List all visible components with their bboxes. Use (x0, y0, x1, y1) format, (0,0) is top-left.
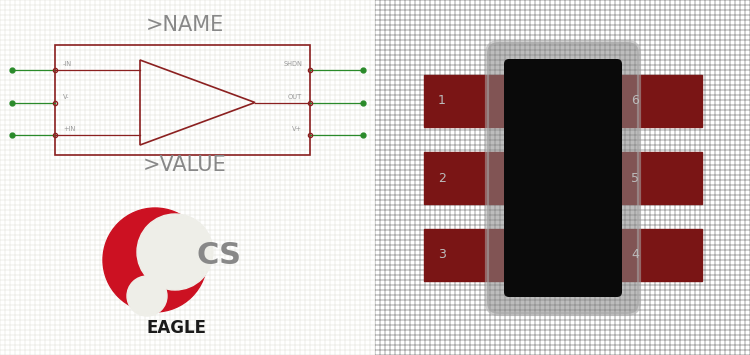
Text: 5: 5 (631, 171, 639, 185)
Text: SHDN: SHDN (284, 61, 302, 67)
Text: 4: 4 (631, 248, 639, 262)
Circle shape (127, 276, 167, 316)
Text: 3: 3 (438, 248, 446, 262)
Bar (617, 229, 702, 281)
Text: >NAME: >NAME (146, 15, 224, 35)
Bar (424, 152, 509, 204)
Bar (424, 75, 509, 127)
Circle shape (103, 208, 207, 312)
Text: OUT: OUT (288, 94, 302, 100)
Text: 2: 2 (438, 171, 446, 185)
Text: V+: V+ (292, 126, 302, 132)
Text: CS: CS (197, 240, 242, 269)
Circle shape (137, 214, 213, 290)
Bar (617, 152, 702, 204)
Text: >VALUE: >VALUE (143, 155, 226, 175)
Bar (617, 75, 702, 127)
FancyBboxPatch shape (487, 42, 639, 314)
Bar (424, 229, 509, 281)
Text: EAGLE: EAGLE (147, 319, 207, 337)
Text: V-: V- (63, 94, 70, 100)
FancyBboxPatch shape (504, 59, 622, 297)
Text: -IN: -IN (63, 61, 72, 67)
Text: +IN: +IN (63, 126, 75, 132)
Bar (55, 45, 310, 155)
Text: 1: 1 (438, 94, 446, 108)
Text: 6: 6 (631, 94, 639, 108)
